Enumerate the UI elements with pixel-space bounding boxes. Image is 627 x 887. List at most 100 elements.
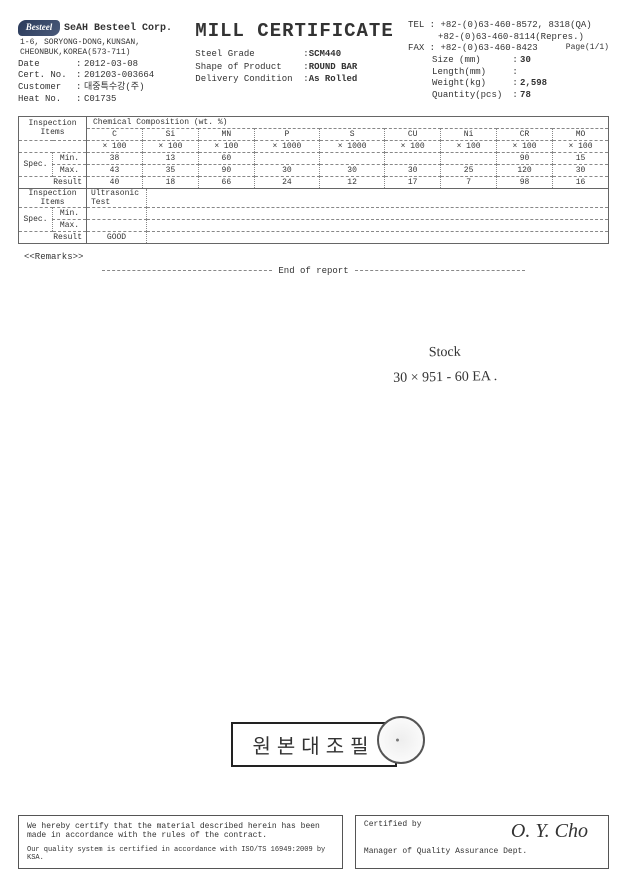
chem-cell: 43	[87, 164, 143, 176]
chem-cell: 90	[198, 164, 254, 176]
handwritten-note: Stock 30 × 951 - 60 EA .	[393, 339, 498, 391]
chem-cell: 66	[198, 176, 254, 188]
handwritten-line-2: 30 × 951 - 60 EA .	[393, 364, 497, 391]
heat-no-value: C01735	[84, 94, 116, 106]
chem-cell: 18	[142, 176, 198, 188]
chem-cell	[254, 152, 319, 164]
ut-min-label: Min.	[53, 207, 87, 219]
chem-cell: 17	[385, 176, 441, 188]
date-value: 2012-03-08	[84, 59, 138, 71]
shape-value: ROUND BAR	[309, 61, 358, 74]
manager-title: Manager of Quality Assurance Dept.	[364, 847, 600, 856]
shape-label: Shape of Product	[195, 61, 303, 74]
chem-max-label: Max.	[53, 164, 87, 176]
chem-col: S	[320, 128, 385, 140]
chem-cell: 30	[385, 164, 441, 176]
chem-mult: × 100	[87, 140, 143, 152]
stamp: 원본대조필 ●	[231, 722, 397, 767]
chem-col: CR	[497, 128, 553, 140]
chem-insp-label: Inspection Items	[19, 116, 87, 140]
chem-cell: 12	[320, 176, 385, 188]
address-line-1: 1-6, SORYONG-DONG,KUNSAN,	[20, 38, 195, 48]
logo: Besteel	[18, 20, 60, 36]
chem-mult: × 100	[553, 140, 609, 152]
cert-no-value: 201203-003664	[84, 70, 154, 82]
chem-spec-label: Spec.	[19, 152, 53, 176]
chem-col: Ni	[441, 128, 497, 140]
footer-left: We hereby certify that the material desc…	[18, 815, 343, 869]
ut-result-label: Result	[19, 231, 87, 243]
delivery-value: As Rolled	[309, 73, 358, 86]
chemical-composition-table: Inspection Items Chemical Composition (w…	[18, 116, 609, 189]
chem-cell: 25	[441, 164, 497, 176]
fax-line: FAX : +82-(0)63-460-8423	[408, 43, 538, 55]
ut-result-value: GOOD	[87, 231, 147, 243]
ut-title: Ultrasonic Test	[87, 189, 147, 208]
chem-cell: 30	[320, 164, 385, 176]
chem-cell	[441, 152, 497, 164]
ut-max-label: Max.	[53, 219, 87, 231]
delivery-label: Delivery Condition	[195, 73, 303, 86]
date-label: Date	[18, 59, 76, 71]
handwritten-line-1: Stock	[393, 339, 497, 366]
customer-value: 대중특수강(주)	[84, 82, 144, 94]
chem-mult: × 100	[441, 140, 497, 152]
weight-value: 2,598	[520, 78, 547, 90]
customer-label: Customer	[18, 82, 76, 94]
footer-right: Certified by O. Y. Cho Manager of Qualit…	[355, 815, 609, 869]
chem-mult: × 100	[497, 140, 553, 152]
cert-statement: We hereby certify that the material desc…	[27, 822, 334, 840]
quality-statement: Our quality system is certified in accor…	[27, 846, 334, 862]
qty-label: Quantity(pcs)	[432, 90, 510, 102]
heat-no-label: Heat No.	[18, 94, 76, 106]
ut-spec-label: Spec.	[19, 207, 53, 231]
chem-col: MN	[198, 128, 254, 140]
qty-value: 78	[520, 90, 531, 102]
ultrasonic-table: Inspection Items Ultrasonic Test Spec. M…	[18, 189, 609, 244]
chem-cell: 98	[497, 176, 553, 188]
chem-cell	[320, 152, 385, 164]
chem-cell: 60	[198, 152, 254, 164]
ut-insp-label: Inspection Items	[19, 189, 87, 208]
page-indicator: Page(1/1)	[566, 43, 609, 55]
size-label: Size (mm)	[432, 55, 510, 67]
stamp-text: 원본대조필	[253, 736, 375, 758]
chem-cell: 24	[254, 176, 319, 188]
seal-icon: ●	[377, 716, 425, 764]
chem-col: C	[87, 128, 143, 140]
chem-cell: 30	[553, 164, 609, 176]
chem-mult: × 1000	[320, 140, 385, 152]
chem-cell: 38	[87, 152, 143, 164]
chem-cell: 15	[553, 152, 609, 164]
weight-label: Weight(kg)	[432, 78, 510, 90]
chem-cell: 120	[497, 164, 553, 176]
end-of-report: End of report	[18, 266, 609, 276]
chem-mult: × 100	[142, 140, 198, 152]
chem-cell: 13	[142, 152, 198, 164]
tel-line-2: +82-(0)63-460-8114(Repres.)	[408, 32, 609, 44]
company-name: SeAH Besteel Corp.	[64, 22, 172, 35]
chem-col: CU	[385, 128, 441, 140]
chem-col: MO	[553, 128, 609, 140]
chem-result-label: Result	[19, 176, 87, 188]
grade-label: Steel Grade	[195, 48, 303, 61]
chem-cell: 30	[254, 164, 319, 176]
size-value: 30	[520, 55, 531, 67]
address-line-2: CHEONBUK,KOREA(573-711)	[20, 48, 195, 58]
chem-cell: 16	[553, 176, 609, 188]
chem-cell: 35	[142, 164, 198, 176]
chem-cell: 90	[497, 152, 553, 164]
chem-col: Si	[142, 128, 198, 140]
signature: O. Y. Cho	[511, 820, 588, 843]
chem-title: Chemical Composition (wt. %)	[87, 116, 609, 128]
chem-mult: × 100	[198, 140, 254, 152]
chem-cell: 40	[87, 176, 143, 188]
length-label: Length(mm)	[432, 67, 510, 79]
cert-no-label: Cert. No.	[18, 70, 76, 82]
remarks-label: <<Remarks>>	[24, 252, 609, 262]
chem-mult: × 100	[385, 140, 441, 152]
grade-value: SCM440	[309, 48, 341, 61]
chem-cell	[385, 152, 441, 164]
tel-line: TEL : +82-(0)63-460-8572, 8318(QA)	[408, 20, 609, 32]
chem-cell: 7	[441, 176, 497, 188]
